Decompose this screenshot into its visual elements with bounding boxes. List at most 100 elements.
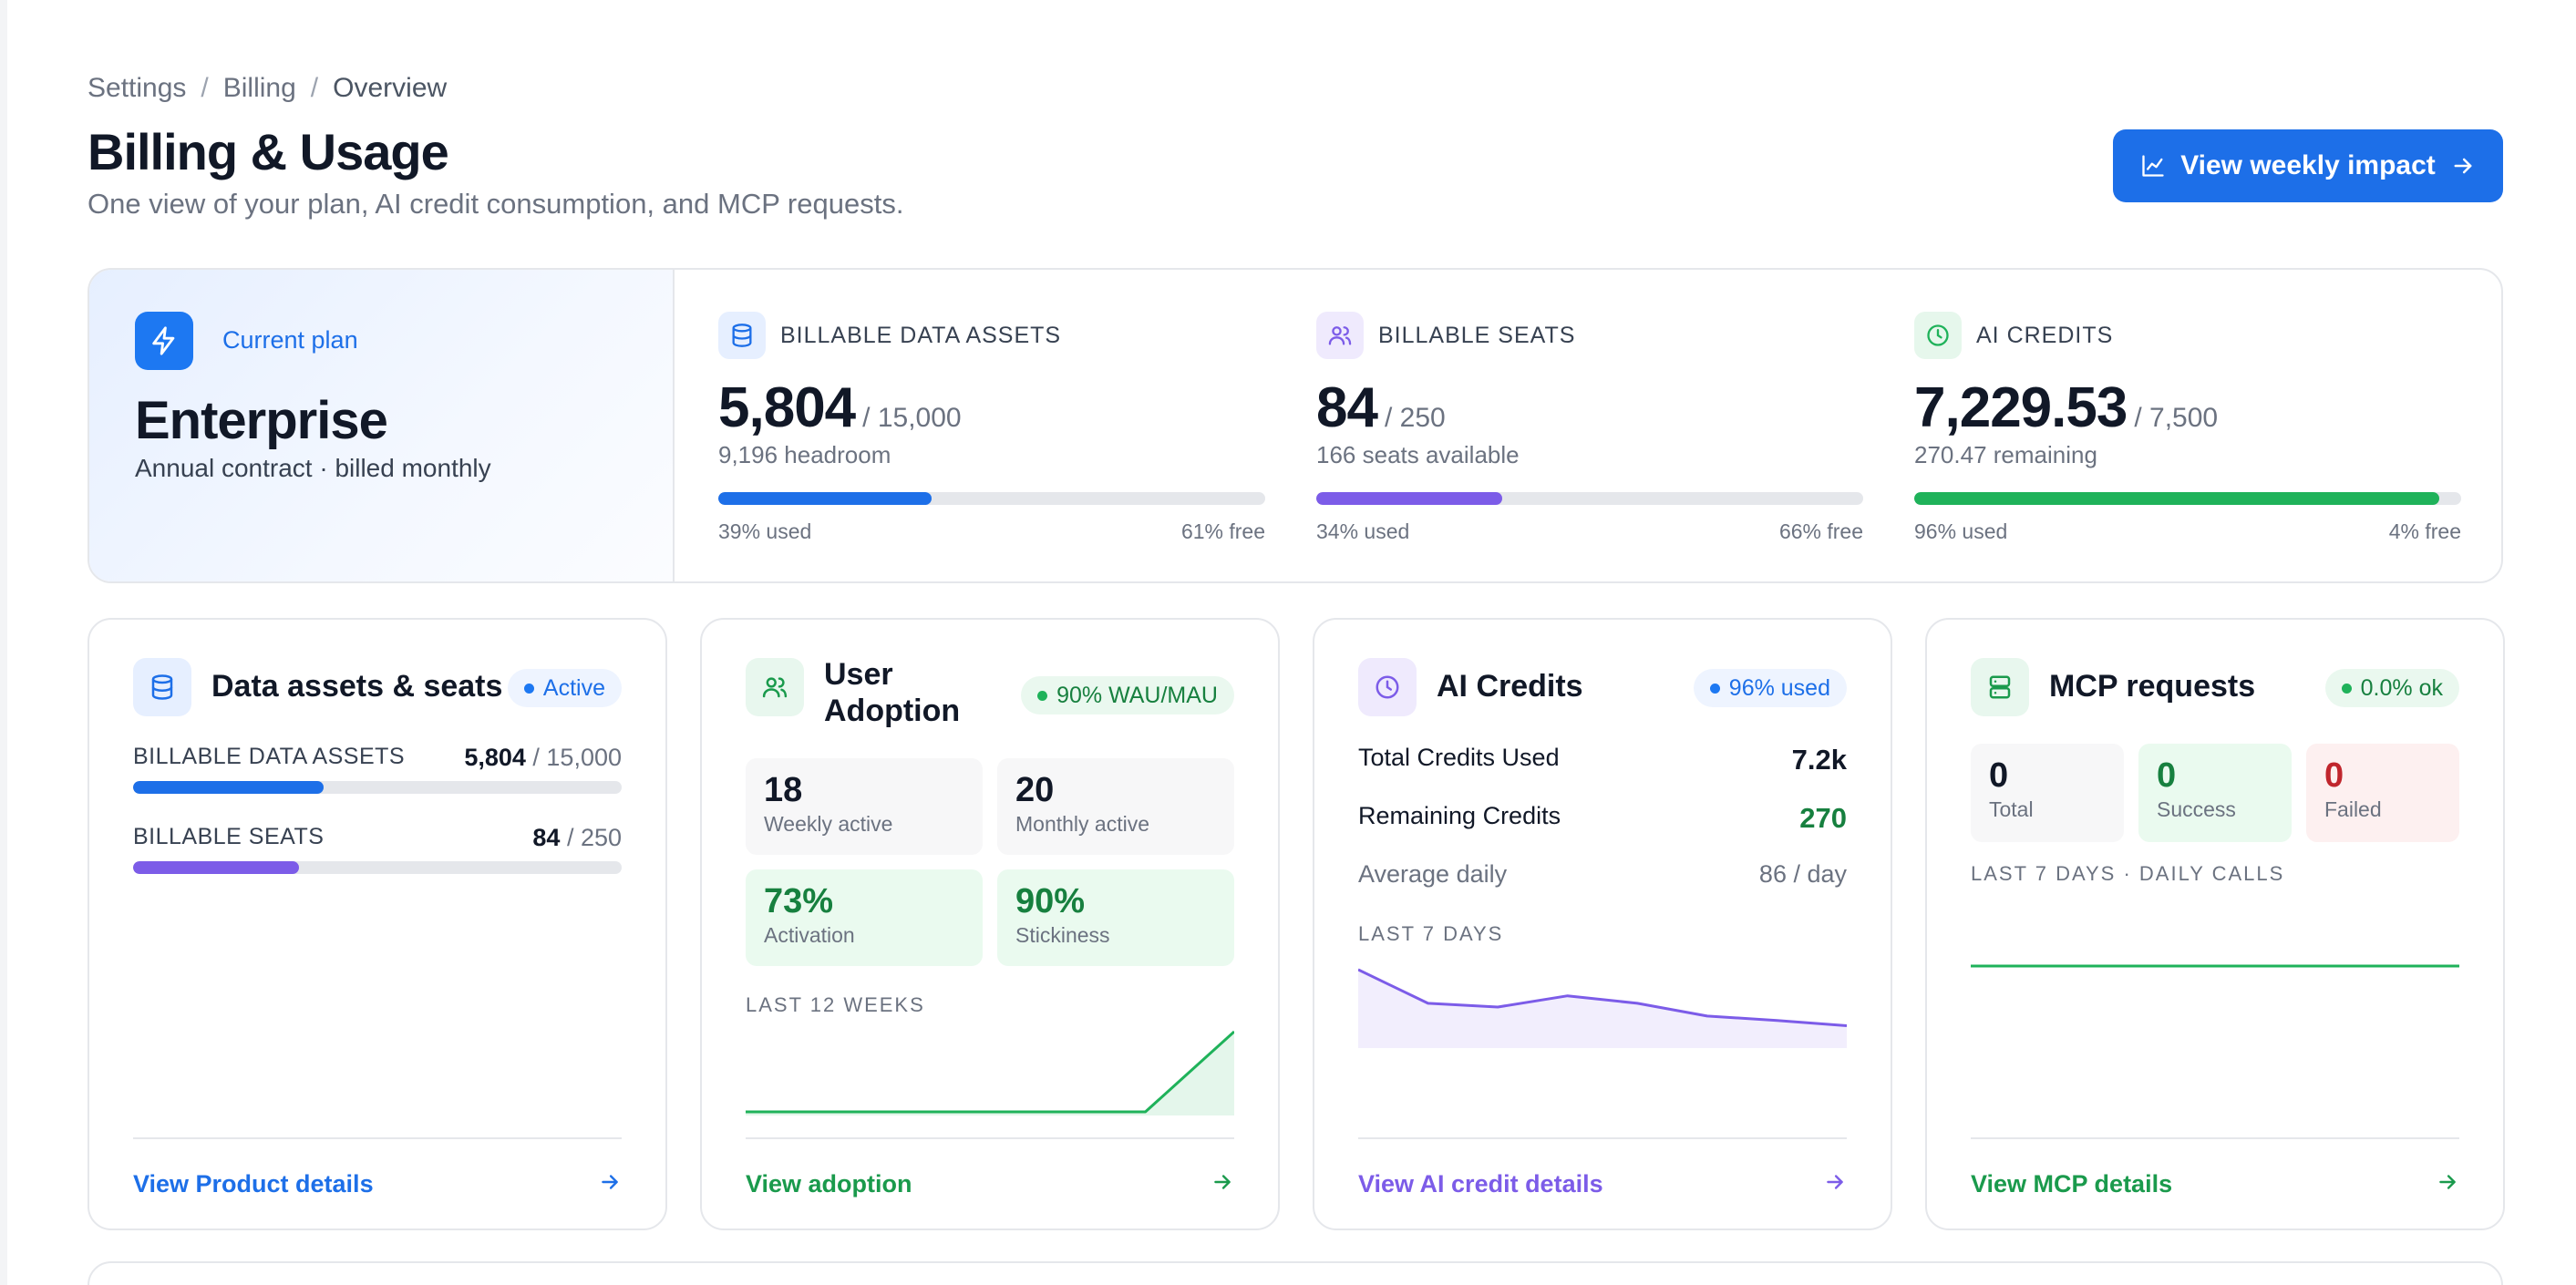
remaining-credits-row: Remaining Credits 270	[1358, 802, 1847, 834]
metric-value: 7,229.53/ 7,500	[1914, 376, 2219, 439]
arrow-right-icon	[2454, 158, 2472, 174]
view-weekly-impact-button[interactable]: View weekly impact	[2113, 129, 2503, 202]
status-dot	[1709, 683, 1720, 694]
metric-progress-fill	[1316, 492, 1502, 505]
plan-summary-panel: Current plan Enterprise Annual contract …	[88, 268, 2503, 583]
card-footer: View MCP details	[1971, 1137, 2459, 1228]
card-mcp-requests: MCP requests 0.0% ok 0 Total 0 Success 0…	[1925, 618, 2505, 1230]
database-icon	[718, 312, 766, 359]
usage-badge: 96% used	[1693, 669, 1847, 707]
card-title: AI Credits	[1437, 669, 1583, 704]
database-icon	[133, 658, 191, 716]
card-title: MCP requests	[2049, 669, 2256, 704]
status-dot	[1037, 690, 1048, 701]
metric-note: 166 seats available	[1316, 441, 1520, 468]
total-requests-tile: 0 Total	[1971, 744, 2124, 842]
view-product-details-link[interactable]: View Product details	[133, 1169, 374, 1198]
wau-mau-badge: 90% WAU/MAU	[1021, 676, 1234, 714]
metric-used-label: 34% used	[1316, 519, 1410, 543]
arrow-right-icon[interactable]	[2436, 1170, 2459, 1198]
metric-title: AI CREDITS	[1976, 323, 2114, 348]
row-value: 5,804 / 15,000	[464, 744, 622, 771]
plan-name: Enterprise	[135, 391, 388, 450]
sparkline-line	[746, 1030, 1234, 1114]
metric-progress-bar	[1914, 492, 2461, 505]
success-requests-tile: 0 Success	[2138, 744, 2292, 842]
section-label: LAST 7 DAYS	[1358, 922, 1504, 945]
breadcrumb: Settings / Billing / Overview	[88, 73, 447, 104]
sparkline-line	[1358, 968, 1847, 1027]
status-badge: Active	[507, 669, 622, 707]
lightning-icon	[135, 312, 193, 370]
section-label: LAST 12 WEEKS	[746, 993, 925, 1016]
breadcrumb-item-billing[interactable]: Billing	[222, 73, 296, 103]
arrow-right-icon[interactable]	[598, 1170, 622, 1198]
metric-used-label: 96% used	[1914, 519, 2008, 543]
lower-panel	[88, 1261, 2503, 1285]
view-adoption-link[interactable]: View adoption	[746, 1169, 912, 1198]
metric-note: 270.47 remaining	[1914, 441, 2097, 468]
row-label: BILLABLE DATA ASSETS	[133, 744, 406, 769]
metric-free-label: 4% free	[2388, 519, 2461, 543]
row-progress-fill	[133, 861, 300, 874]
breadcrumb-item-overview: Overview	[333, 73, 448, 103]
mcp-sparkline	[1971, 964, 2459, 968]
users-icon	[746, 658, 804, 716]
page-edge	[0, 0, 7, 1285]
card-footer: View Product details	[133, 1137, 622, 1228]
breadcrumb-item-settings[interactable]: Settings	[88, 73, 187, 103]
page-subtitle: One view of your plan, AI credit consump…	[88, 188, 904, 220]
users-icon	[1316, 312, 1364, 359]
adoption-sparkline	[746, 1030, 1234, 1115]
arrow-right-icon[interactable]	[1211, 1170, 1234, 1198]
credits-sparkline	[1358, 968, 1847, 1048]
plan-description: Annual contract · billed monthly	[135, 454, 491, 482]
metric-progress-bar	[718, 492, 1265, 505]
current-plan-box: Current plan Enterprise Annual contract …	[89, 270, 675, 581]
page-title: Billing & Usage	[88, 123, 449, 180]
row-progress-bar	[133, 861, 622, 874]
success-rate-badge: 0.0% ok	[2324, 669, 2459, 707]
sparkline-area	[746, 1032, 1234, 1115]
status-dot	[523, 683, 534, 694]
monthly-active-tile: 20 Monthly active	[997, 758, 1234, 855]
chart-line-icon	[2142, 155, 2164, 177]
metric-value: 84/ 250	[1316, 376, 1446, 439]
section-label: LAST 7 DAYS · DAILY CALLS	[1971, 862, 2285, 885]
metric-billable-seats: BILLABLE SEATS 84/ 250 166 seats availab…	[1316, 270, 1863, 581]
card-ai-credits: AI Credits 96% used Total Credits Used 7…	[1313, 618, 1892, 1230]
weekly-active-tile: 18 Weekly active	[746, 758, 983, 855]
clock-icon	[1914, 312, 1962, 359]
card-user-adoption: User Adoption 90% WAU/MAU 18 Weekly acti…	[700, 618, 1280, 1230]
failed-requests-tile: 0 Failed	[2306, 744, 2459, 842]
card-footer: View adoption	[746, 1137, 1234, 1228]
metric-ai-credits: AI CREDITS 7,229.53/ 7,500 270.47 remain…	[1914, 270, 2461, 581]
metric-value: 5,804/ 15,000	[718, 376, 962, 439]
activation-tile: 73% Activation	[746, 869, 983, 966]
metric-title: BILLABLE DATA ASSETS	[780, 323, 1062, 348]
stickiness-tile: 90% Stickiness	[997, 869, 1234, 966]
metric-title: BILLABLE SEATS	[1378, 323, 1576, 348]
sparkline-area	[1358, 970, 1847, 1048]
card-title: User Adoption	[824, 657, 961, 728]
view-mcp-details-link[interactable]: View MCP details	[1971, 1169, 2173, 1198]
metric-progress-fill	[718, 492, 932, 505]
average-daily-row: Average daily 86 / day	[1358, 860, 1847, 888]
view-weekly-impact-label: View weekly impact	[2180, 150, 2436, 180]
row-value: 84 / 250	[532, 824, 622, 851]
metric-billable-data-assets: BILLABLE DATA ASSETS 5,804/ 15,000 9,196…	[718, 270, 1265, 581]
view-ai-credit-details-link[interactable]: View AI credit details	[1358, 1169, 1603, 1198]
metric-progress-bar	[1316, 492, 1863, 505]
metric-note: 9,196 headroom	[718, 441, 891, 468]
card-footer: View AI credit details	[1358, 1137, 1847, 1228]
metric-used-label: 39% used	[718, 519, 812, 543]
clock-icon	[1358, 658, 1417, 716]
arrow-right-icon[interactable]	[1823, 1170, 1847, 1198]
breadcrumb-separator: /	[201, 73, 209, 103]
metric-progress-fill	[1914, 492, 2439, 505]
status-dot	[2341, 683, 2352, 694]
row-progress-fill	[133, 781, 325, 794]
metric-free-label: 61% free	[1180, 519, 1265, 543]
seats-row: BILLABLE SEATS 84 / 250	[133, 824, 622, 874]
current-plan-label: Current plan	[222, 326, 358, 354]
